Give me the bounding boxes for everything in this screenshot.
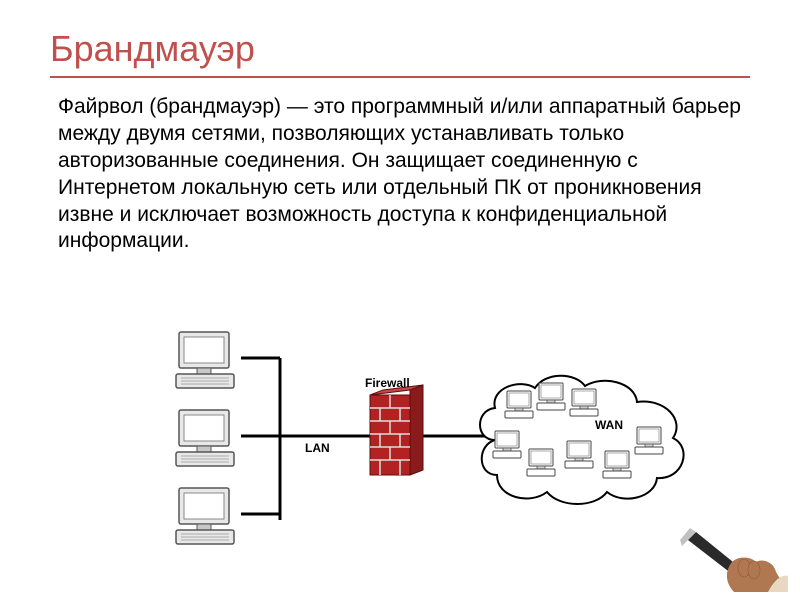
lan-label: LAN [305,441,330,455]
slide-body-text: Файрвол (брандмауэр) — это программный и… [50,94,750,255]
firewall-label: Firewall [365,376,410,390]
hand-with-pen-icon [678,522,788,592]
wan-computer [493,431,521,458]
lan-computer [176,332,234,388]
diagram-svg [175,330,705,560]
lan-computer [176,410,234,466]
wan-computer [603,451,631,478]
network-diagram: Firewall LAN WAN [175,330,705,560]
lan-computer [176,488,234,544]
title-underline [50,76,750,78]
wan-computer [527,449,555,476]
wan-computer [635,427,663,454]
wan-computer [565,441,593,468]
wan-computer [537,383,565,410]
wan-computer [505,391,533,418]
wan-label: WAN [595,418,623,432]
slide-title: Брандмауэр [50,28,750,70]
firewall-icon [370,385,423,475]
wan-computer [570,389,598,416]
